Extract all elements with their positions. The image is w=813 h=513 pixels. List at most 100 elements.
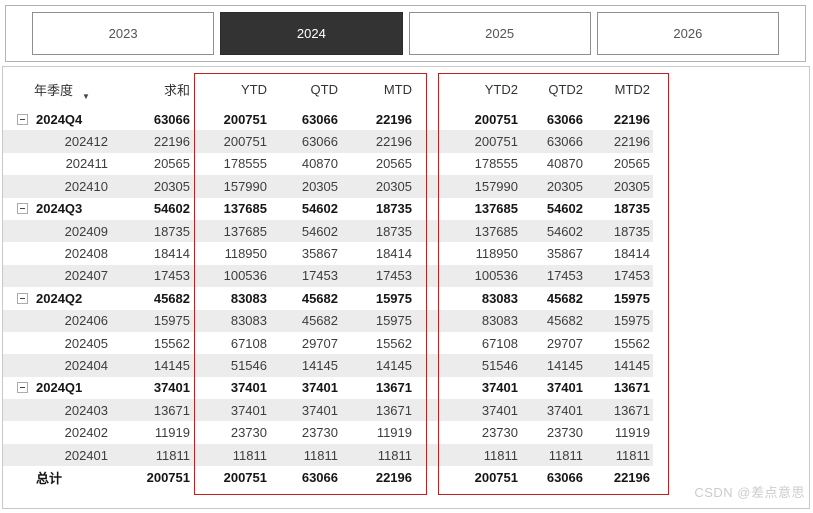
cell-YTD: 137685	[223, 201, 267, 217]
cell-spacer	[415, 310, 448, 332]
cell-MTD2: 18735	[613, 201, 650, 217]
cell-MTD: 11811	[377, 447, 412, 463]
cell-MTD: 22196	[375, 134, 412, 150]
cell-spacer	[415, 175, 448, 197]
cell-MTD2: 22196	[613, 469, 650, 485]
quarter-label: 2024Q4	[36, 111, 83, 127]
column-header-年季度[interactable]: 年季度 ▼	[3, 70, 121, 108]
cell-MTD2: 11919	[614, 425, 650, 441]
collapse-icon[interactable]	[17, 292, 28, 304]
row-label: 202403	[64, 402, 108, 418]
column-header-YTD[interactable]: YTD	[241, 81, 267, 97]
column-header-MTD2[interactable]: MTD2	[614, 81, 650, 97]
cell-QTD: 23730	[301, 425, 338, 441]
cell-求和: 18414	[153, 246, 190, 262]
cell-求和: 63066	[153, 111, 190, 127]
table-row-202403: 202403 13671 37401 37401 13671 37401 37401 1367…	[3, 399, 653, 422]
cell-YTD2: 23730	[481, 425, 518, 441]
cell-YTD2: 178555	[474, 156, 518, 172]
tab-2025[interactable]: 2025	[408, 12, 591, 55]
cell-QTD2: 37401	[546, 380, 583, 396]
cell-MTD: 18414	[375, 246, 412, 262]
tab-2026[interactable]: 2026	[596, 12, 779, 55]
cell-spacer	[415, 354, 448, 376]
cell-QTD: 40870	[301, 156, 338, 172]
cell-QTD2: 29707	[546, 335, 583, 351]
cell-YTD: 137685	[223, 223, 267, 239]
tab-2024[interactable]: 2024	[220, 12, 403, 55]
row-label[interactable]: 2024Q1	[3, 377, 121, 399]
row-label: 202408	[64, 246, 108, 262]
quarter-label: 2024Q1	[36, 380, 83, 396]
collapse-icon[interactable]	[17, 382, 28, 394]
row-label: 202412	[64, 134, 108, 150]
row-label[interactable]: 2024Q2	[3, 287, 121, 309]
cell-MTD: 15975	[375, 290, 412, 306]
cell-MTD: 11919	[376, 425, 412, 441]
cell-YTD: 37401	[230, 402, 267, 418]
cell-YTD2: 83083	[481, 290, 518, 306]
cell-YTD2: 11811	[483, 447, 518, 463]
matrix-table: 年季度 ▼ 求和 YTD QTD MTD YTD2 QTD2 MTD2 2024Q4 63066 2…	[3, 70, 653, 489]
tab-2023[interactable]: 2023	[32, 12, 215, 55]
table-row-2024Q4: 2024Q4 63066 200751 63066 22196 200751 63066 22…	[3, 108, 653, 130]
cell-YTD: 51546	[230, 357, 267, 373]
table-row-202406: 202406 15975 83083 45682 15975 83083 45682 1597…	[3, 309, 653, 332]
year-slicer: 2023 2024 2025 2026	[5, 5, 806, 62]
quarter-label: 2024Q3	[36, 201, 83, 217]
cell-YTD: 118950	[224, 246, 267, 262]
cell-YTD2: 200751	[474, 469, 518, 485]
collapse-icon[interactable]	[17, 203, 28, 215]
cell-QTD: 11811	[303, 447, 338, 463]
cell-YTD: 100536	[223, 268, 267, 284]
cell-MTD2: 11811	[615, 447, 650, 463]
table-row-202405: 202405 15562 67108 29707 15562 67108 29707 1556…	[3, 332, 653, 354]
cell-MTD: 13671	[375, 380, 412, 396]
cell-QTD: 14145	[301, 357, 338, 373]
cell-QTD: 63066	[301, 469, 338, 485]
cell-MTD2: 15975	[613, 313, 650, 329]
row-label: 202406	[64, 313, 108, 329]
cell-YTD2: 83083	[481, 313, 518, 329]
cell-求和: 20565	[153, 156, 190, 172]
cell-spacer	[415, 287, 448, 309]
cell-YTD: 157990	[223, 178, 267, 194]
row-label[interactable]: 2024Q3	[3, 198, 121, 220]
row-label: 总计	[36, 470, 63, 486]
column-header-YTD2[interactable]: YTD2	[484, 81, 518, 97]
row-label: 202402	[64, 425, 108, 441]
table-row-202409: 202409 18735 137685 54602 18735 137685 54602 18…	[3, 219, 653, 243]
cell-YTD: 83083	[230, 313, 267, 329]
column-header-QTD[interactable]: QTD	[310, 81, 338, 97]
cell-QTD2: 45682	[546, 313, 583, 329]
cell-spacer	[415, 332, 448, 354]
cell-MTD: 22196	[375, 111, 412, 127]
cell-QTD2: 63066	[546, 111, 583, 127]
cell-QTD: 45682	[301, 313, 338, 329]
table-row-2024Q2: 2024Q2 45682 83083 45682 15975 83083 45682 1597…	[3, 287, 653, 309]
column-header-MTD[interactable]: MTD	[383, 81, 412, 97]
cell-YTD2: 137685	[474, 223, 518, 239]
row-label[interactable]: 2024Q4	[3, 108, 121, 130]
cell-求和: 20305	[153, 178, 190, 194]
cell-MTD: 18735	[375, 223, 412, 239]
cell-YTD: 178555	[223, 156, 267, 172]
row-label: 202409	[64, 223, 108, 239]
cell-YTD: 11811	[232, 447, 267, 463]
cell-spacer	[415, 130, 448, 152]
column-header-求和[interactable]: 求和	[163, 82, 190, 98]
column-header-label: 年季度	[34, 82, 74, 98]
table-row-202407: 202407 17453 100536 17453 17453 100536 17453 17…	[3, 264, 653, 288]
cell-QTD: 54602	[301, 223, 338, 239]
cell-MTD: 13671	[375, 402, 412, 418]
collapse-icon[interactable]	[17, 113, 28, 125]
cell-QTD2: 35867	[546, 246, 583, 262]
table-row-2024Q3: 2024Q3 54602 137685 54602 18735 137685 54602 18…	[3, 198, 653, 220]
cell-QTD2: 37401	[546, 402, 583, 418]
cell-MTD2: 13671	[613, 380, 650, 396]
cell-MTD2: 15562	[613, 335, 650, 351]
column-header-QTD2[interactable]: QTD2	[548, 81, 583, 97]
table-row-202412: 202412 22196 200751 63066 22196 200751 63066 22…	[3, 130, 653, 153]
cell-QTD: 20305	[301, 178, 338, 194]
row-label: 202407	[64, 268, 108, 284]
